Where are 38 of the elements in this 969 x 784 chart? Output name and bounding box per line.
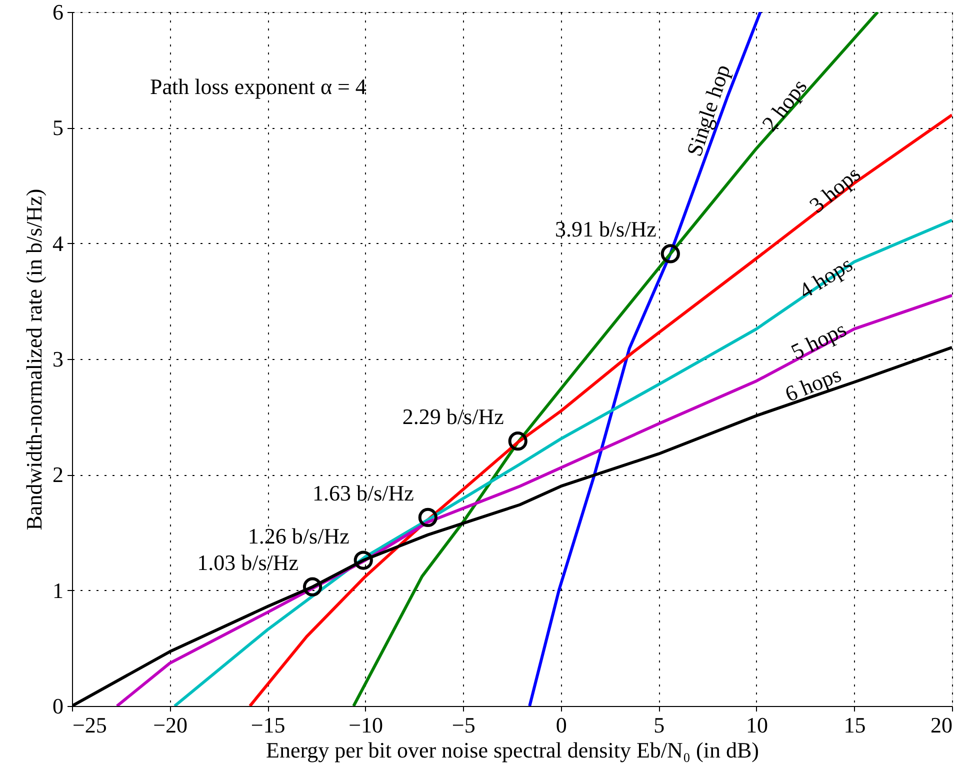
line-series <box>173 218 952 706</box>
x-tick-label: 20 <box>930 712 952 738</box>
y-tick-label: 5 <box>52 115 64 140</box>
y-tick-label: 3 <box>52 346 64 372</box>
line-series <box>528 12 762 706</box>
x-tick-label: −15 <box>250 712 286 738</box>
x-tick-label: −20 <box>153 712 188 738</box>
point <box>302 577 322 596</box>
x-tick-label: −10 <box>348 712 384 738</box>
y-tick-label: 4 <box>52 230 64 256</box>
annotation: 2.29 b/s/Hz <box>402 404 504 430</box>
x-tick-label: 10 <box>746 712 768 738</box>
y-tick-label: 0 <box>52 694 64 718</box>
text: 5 hops <box>787 316 850 364</box>
y-axis-title: Bandwidth-normalized rate (in b/s/Hz) <box>22 188 46 530</box>
text: 3 hops <box>804 161 866 218</box>
text: 6 hops <box>781 362 845 407</box>
annotation: 1.63 b/s/Hz <box>312 480 414 506</box>
annotation: Path loss exponent α = 4 <box>150 74 366 99</box>
x-tick-label: 0 <box>556 712 567 738</box>
annotation: 1.26 b/s/Hz <box>248 523 350 548</box>
x-tick-label: 5 <box>654 712 665 738</box>
line-series <box>352 12 880 706</box>
y-tick-label: 2 <box>52 462 64 488</box>
x-tick-label: −25 <box>72 712 107 738</box>
text: 4 hops <box>794 251 857 304</box>
x-tick-label: 15 <box>844 712 866 738</box>
y-tick-label: 1 <box>52 578 64 603</box>
annotation: 1.03 b/s/Hz <box>197 550 299 575</box>
x-tick-label: −5 <box>452 712 476 738</box>
point <box>660 244 680 264</box>
point <box>418 508 438 528</box>
x-axis-title: Energy per bit over noise spectral density Eb/N₀ (in dB) <box>266 738 759 762</box>
annotation: 3.91 b/s/Hz <box>554 216 657 242</box>
text: Single hop <box>681 61 735 160</box>
point <box>508 432 528 451</box>
point <box>354 550 373 570</box>
y-tick-label: 6 <box>52 0 64 24</box>
